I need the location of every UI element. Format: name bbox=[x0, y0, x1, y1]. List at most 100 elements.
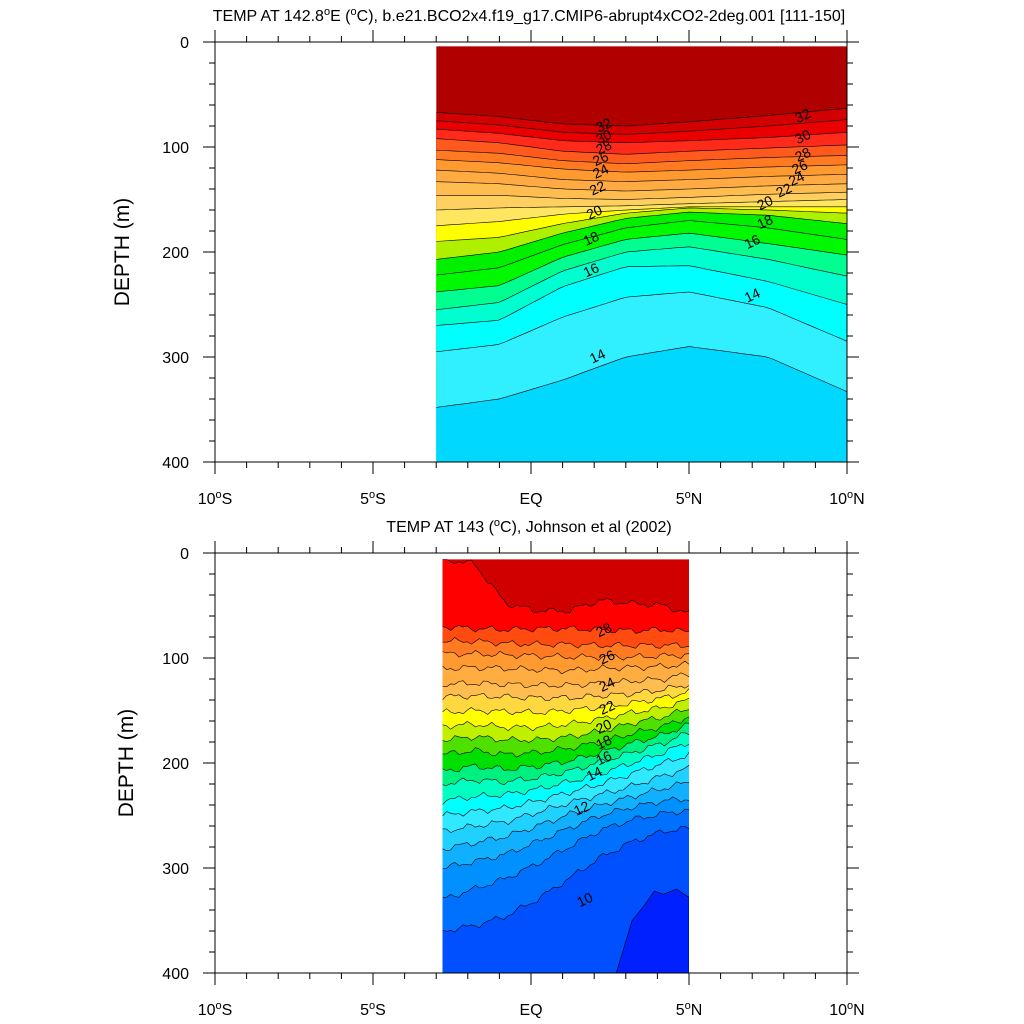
contour-label: 28 bbox=[593, 136, 614, 157]
top-panel-y-axis-label: DEPTH (m) bbox=[111, 198, 134, 307]
bottom-panel-filled-contours bbox=[442, 559, 689, 973]
contour-line-17 bbox=[442, 732, 689, 786]
contour-line-10 bbox=[442, 826, 689, 933]
contour-label: 28 bbox=[593, 619, 614, 640]
contour-label: 12 bbox=[571, 798, 592, 819]
top-panel: TEMP AT 142.8oE (oC), b.e21.BCO2x4.f19_g… bbox=[111, 6, 865, 508]
y-tick-label: 400 bbox=[162, 455, 189, 472]
contour-line-31 bbox=[436, 128, 847, 144]
x-tick-label: 5oN bbox=[676, 489, 703, 508]
x-tick-label: EQ bbox=[519, 491, 542, 508]
x-tick-label: 5oN bbox=[676, 1000, 703, 1019]
bottom-panel-y-axis-label: DEPTH (m) bbox=[115, 709, 138, 818]
contour-line-33 bbox=[436, 107, 847, 127]
bottom-panel-y-axis: 0 100 200 300 400 bbox=[162, 546, 859, 983]
contour-line-15 bbox=[442, 752, 689, 817]
y-tick-label: 200 bbox=[162, 245, 189, 262]
top-panel-title: TEMP AT 142.8oE (oC), b.e21.BCO2x4.f19_g… bbox=[213, 6, 845, 25]
contour-line-29 bbox=[436, 149, 847, 165]
contour-line-21 bbox=[436, 211, 847, 260]
contour-line-25 bbox=[436, 191, 847, 200]
contour-label: 26 bbox=[789, 156, 810, 177]
contour-label: 20 bbox=[584, 201, 605, 222]
y-tick-label: 0 bbox=[180, 35, 189, 52]
top-panel-contour-lines bbox=[436, 107, 847, 408]
x-tick-label: 10oS bbox=[198, 1000, 233, 1019]
y-tick-label: 100 bbox=[162, 140, 189, 157]
bottom-panel-x-axis: 10oS 5oS EQ 5oN 10oN bbox=[198, 541, 865, 1019]
contour-line-27 bbox=[442, 637, 689, 649]
contour-line-13 bbox=[442, 781, 689, 852]
contour-line-11 bbox=[442, 808, 689, 898]
contour-label: 26 bbox=[596, 646, 617, 667]
bottom-panel: TEMP AT 143 (oC), Johnson et al (2002) D… bbox=[115, 517, 865, 1019]
contour-label: 10 bbox=[574, 889, 595, 910]
top-panel-x-axis: 10oS 5oS EQ 5oN 10oN bbox=[198, 30, 865, 508]
contour-line-18 bbox=[436, 246, 847, 311]
contour-line-16 bbox=[442, 743, 689, 805]
contour-line-25 bbox=[442, 660, 689, 675]
contour-line-23 bbox=[436, 206, 847, 227]
contour-line-14 bbox=[442, 764, 689, 834]
contour-label: 24 bbox=[786, 168, 807, 189]
contour-label: 24 bbox=[590, 161, 611, 182]
contour-line-27 bbox=[436, 169, 847, 182]
contour-line-30 bbox=[436, 138, 847, 155]
y-tick-label: 300 bbox=[162, 350, 189, 367]
contour-line-28 bbox=[436, 159, 847, 173]
contour-label: 16 bbox=[742, 231, 763, 252]
contour-line-32 bbox=[436, 119, 847, 135]
contour-line-24 bbox=[436, 199, 847, 211]
contour-line-19 bbox=[442, 716, 689, 758]
contour-line-20 bbox=[442, 708, 689, 743]
contour-line-22 bbox=[442, 688, 689, 716]
y-tick-label: 0 bbox=[180, 546, 189, 563]
y-tick-label: 400 bbox=[162, 966, 189, 983]
x-tick-label: 5oS bbox=[360, 1000, 386, 1019]
x-tick-label: 10oS bbox=[198, 489, 233, 508]
contour-label: 30 bbox=[593, 126, 614, 147]
x-tick-label: 10oN bbox=[829, 1000, 864, 1019]
contour-line-19 bbox=[436, 232, 847, 293]
x-tick-label: EQ bbox=[519, 1002, 542, 1019]
contour-label: 22 bbox=[587, 177, 608, 198]
x-tick-label: 5oS bbox=[360, 489, 386, 508]
contour-line-21 bbox=[442, 697, 689, 732]
contour-label: 26 bbox=[590, 148, 611, 169]
contour-band-deep bbox=[615, 888, 689, 973]
contour-label: 16 bbox=[593, 747, 614, 768]
contour-label: 14 bbox=[584, 763, 605, 784]
contour-label: 32 bbox=[792, 105, 813, 126]
contour-label: 22 bbox=[773, 179, 794, 200]
contour-line-20 bbox=[436, 220, 847, 276]
contour-line-23 bbox=[442, 684, 689, 701]
contour-label: 16 bbox=[581, 259, 602, 280]
contour-line-22 bbox=[436, 207, 847, 242]
contour-label: 18 bbox=[593, 731, 614, 752]
contour-line-12 bbox=[442, 796, 689, 869]
contour-label: 28 bbox=[792, 144, 813, 165]
contour-line-26 bbox=[436, 181, 847, 192]
top-panel-y-axis: 0 100 200 300 400 bbox=[162, 35, 859, 472]
contour-line-16 bbox=[436, 291, 847, 353]
contour-label: 14 bbox=[587, 345, 608, 366]
contour-label: 18 bbox=[754, 211, 775, 232]
contour-line-18 bbox=[442, 722, 689, 773]
contour-label: 22 bbox=[596, 697, 617, 718]
contour-label: 24 bbox=[596, 674, 617, 695]
contour-line-24 bbox=[442, 672, 689, 689]
contour-line-29 bbox=[442, 559, 689, 614]
y-tick-label: 200 bbox=[162, 756, 189, 773]
x-tick-label: 10oN bbox=[829, 489, 864, 508]
contour-label: 14 bbox=[742, 284, 763, 305]
contour-label: 32 bbox=[593, 114, 614, 135]
top-panel-filled-contours bbox=[436, 46, 847, 462]
contour-line-17 bbox=[436, 265, 847, 326]
contour-line-15 bbox=[436, 346, 847, 408]
contour-label: 18 bbox=[581, 228, 602, 249]
bottom-panel-title: TEMP AT 143 (oC), Johnson et al (2002) bbox=[386, 517, 671, 536]
y-tick-label: 100 bbox=[162, 651, 189, 668]
bottom-panel-contour-lines bbox=[442, 559, 689, 933]
contour-line-28 bbox=[442, 625, 689, 634]
contour-line-26 bbox=[442, 650, 689, 661]
